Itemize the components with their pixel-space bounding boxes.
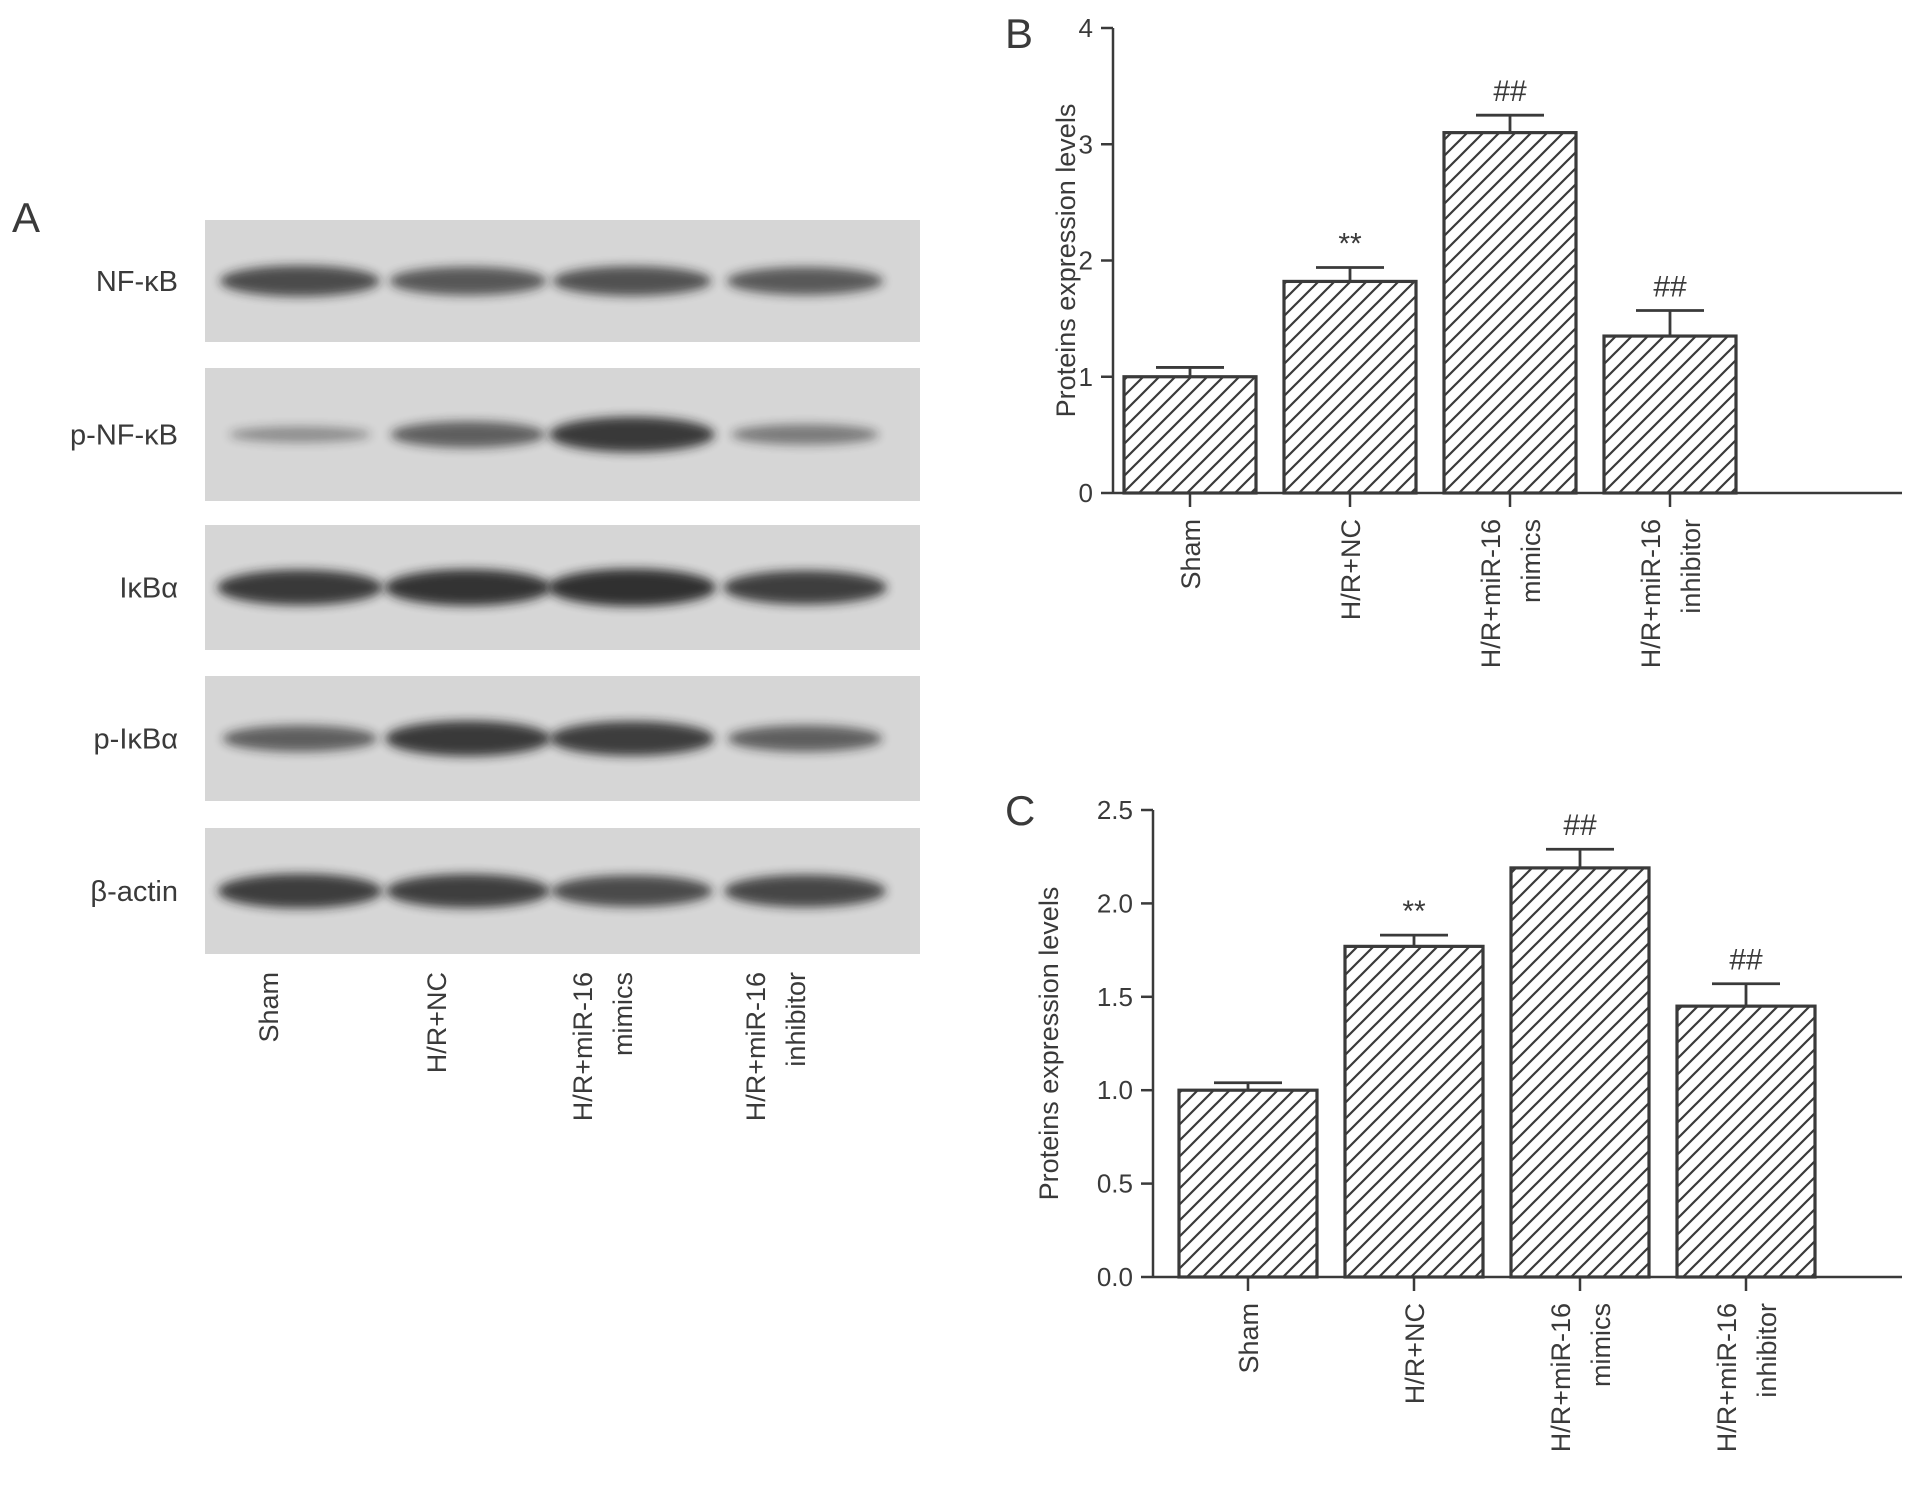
y-tick-label: 0.5 [1097,1169,1133,1199]
y-tick-label: 1.5 [1097,982,1133,1012]
blot-row-label: β-actin [90,876,178,908]
blot-row-label: NF-κB [96,266,178,298]
y-tick-label: 1 [1079,362,1093,392]
blot-band [389,266,547,296]
x-tick-label-line: inhibitor [1676,519,1706,614]
panel-a-western-blot: A NF-κB p-NF-κB IκBα p-IκBα β-actin Sham H/R+… [12,194,920,1121]
blot-lane-label-line: H/R+miR-16 [568,972,598,1121]
blot-row-label: p-NF-κB [70,420,178,452]
x-tick-label: H/R+NC [1336,519,1366,620]
x-tick-label-line: H/R+miR-16 [1636,519,1666,668]
y-axis-label: Proteins expression levels [1034,887,1064,1201]
panel-c-bar-chart: C 0.0 0.5 1.0 1.5 2.0 2.5 Proteins expression … [1005,787,1902,1452]
panel-b-bar-chart: B 0 1 2 3 4 Proteins expression levels Sham ** H… [1005,10,1902,668]
blot-lane-label-line: H/R+miR-16 [741,972,771,1121]
blot-band [549,416,715,453]
chart-b: 0 1 2 3 4 Proteins expression levels Sham ** H/R… [1051,13,1902,668]
blot-band [222,725,378,752]
blot-band [217,569,383,606]
blot-lane-label-line: H/R+NC [422,972,452,1073]
x-tick-label: H/R+miR-16 inhibitor [1636,519,1706,668]
blot-band [724,874,886,908]
blot-band [390,421,546,448]
blot-band [219,265,381,297]
significance-mark: ## [1653,270,1687,303]
x-tick-label: H/R+miR-16 mimics [1546,1303,1616,1452]
y-tick-label: 4 [1079,13,1093,43]
blot-band [549,721,715,756]
blot-band [726,267,884,295]
y-tick-label: 2.0 [1097,888,1133,918]
blot-band [723,570,887,605]
blot-band [385,720,551,757]
blot-row-label: p-IκBα [94,724,178,756]
blot-band [547,568,717,607]
bar [1343,944,1485,1279]
significance-mark: ** [1402,895,1426,928]
significance-mark: ## [1493,75,1527,108]
y-tick-label: 3 [1079,129,1093,159]
x-tick-label: H/R+miR-16 inhibitor [1712,1303,1782,1452]
blot-band [727,725,883,752]
x-tick-label: Sham [1176,519,1206,590]
y-tick-label: 2.5 [1097,795,1133,825]
x-tick-label: H/R+NC [1400,1303,1430,1404]
significance-mark: ** [1338,227,1362,260]
blot-lane-labels: Sham H/R+NC H/R+miR-16 mimics H/R+miR-16 inhi… [254,972,811,1121]
bar [1177,1088,1319,1279]
blot-lane-label: H/R+miR-16 inhibitor [741,972,811,1121]
bar [1442,131,1578,495]
x-tick-label-line: mimics [1586,1303,1616,1387]
blot-band [384,569,552,606]
blot-band [731,424,879,445]
x-tick-label-line: H/R+NC [1336,519,1366,620]
x-tick-label-line: mimics [1516,519,1546,603]
y-tick-label: 0 [1079,478,1093,508]
significance-mark: ## [1563,809,1597,842]
x-tick-label: H/R+miR-16 mimics [1476,519,1546,668]
blot-lane-label-line: Sham [254,972,284,1043]
x-tick-label-line: H/R+NC [1400,1303,1430,1404]
blot-band [551,875,713,907]
y-axis-label: Proteins expression levels [1051,104,1081,418]
panel-c-letter: C [1005,787,1035,834]
blot-lane-label: Sham [254,972,284,1043]
bar [1282,279,1418,495]
y-tick-label: 0.0 [1097,1262,1133,1292]
x-tick-label-line: H/R+miR-16 [1546,1303,1576,1452]
x-tick-label: Sham [1234,1303,1264,1374]
bar [1675,1004,1817,1279]
blot-lane-label-line: inhibitor [781,972,811,1067]
blot-lane-label: H/R+NC [422,972,452,1073]
significance-mark: ## [1729,944,1763,977]
x-tick-label-line: Sham [1234,1303,1264,1374]
x-tick-label-line: H/R+miR-16 [1712,1303,1742,1452]
blot-lane-label: H/R+miR-16 mimics [568,972,638,1121]
bar [1509,866,1651,1279]
x-tick-label-line: Sham [1176,519,1206,590]
y-tick-label: 1.0 [1097,1075,1133,1105]
chart-c: 0.0 0.5 1.0 1.5 2.0 2.5 Proteins expression le… [1034,795,1902,1452]
x-tick-label-line: H/R+miR-16 [1476,519,1506,668]
blot-row-label: IκBα [119,573,178,605]
blot-band [552,266,712,296]
blot-lane-label-line: mimics [608,972,638,1056]
blot-rows: NF-κB p-NF-κB IκBα p-IκBα β-actin [70,220,920,954]
bar [1122,375,1258,495]
panel-b-letter: B [1005,10,1033,57]
blot-band [228,426,372,443]
y-tick-label: 2 [1079,246,1093,276]
panel-a-letter: A [12,194,40,241]
blot-band [217,873,383,909]
bar [1602,334,1738,495]
x-tick-label-line: inhibitor [1752,1303,1782,1398]
blot-band [386,874,550,908]
